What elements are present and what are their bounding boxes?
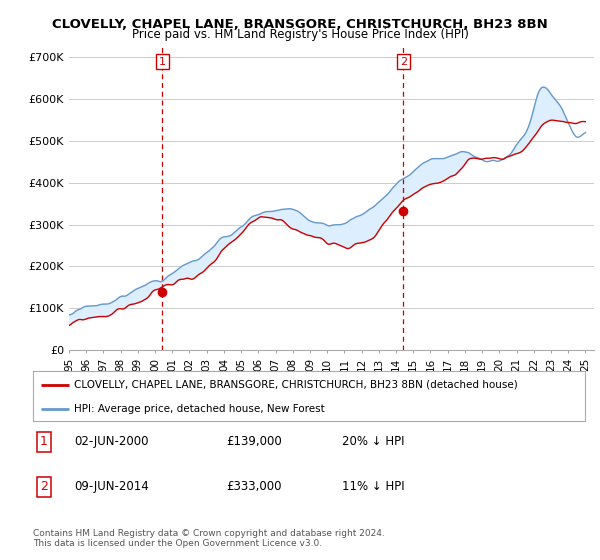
Text: 1: 1 bbox=[40, 435, 48, 449]
Text: 02-JUN-2000: 02-JUN-2000 bbox=[74, 435, 149, 449]
Text: £139,000: £139,000 bbox=[226, 435, 282, 449]
Text: Price paid vs. HM Land Registry's House Price Index (HPI): Price paid vs. HM Land Registry's House … bbox=[131, 28, 469, 41]
Text: This data is licensed under the Open Government Licence v3.0.: This data is licensed under the Open Gov… bbox=[33, 539, 322, 548]
Text: 2: 2 bbox=[40, 480, 48, 493]
Text: 20% ↓ HPI: 20% ↓ HPI bbox=[342, 435, 404, 449]
Text: CLOVELLY, CHAPEL LANE, BRANSGORE, CHRISTCHURCH, BH23 8BN: CLOVELLY, CHAPEL LANE, BRANSGORE, CHRIST… bbox=[52, 18, 548, 31]
Text: £333,000: £333,000 bbox=[226, 480, 282, 493]
Text: HPI: Average price, detached house, New Forest: HPI: Average price, detached house, New … bbox=[74, 404, 325, 413]
Text: 11% ↓ HPI: 11% ↓ HPI bbox=[342, 480, 405, 493]
Text: Contains HM Land Registry data © Crown copyright and database right 2024.: Contains HM Land Registry data © Crown c… bbox=[33, 529, 385, 538]
Text: 2: 2 bbox=[400, 57, 407, 67]
Text: 09-JUN-2014: 09-JUN-2014 bbox=[74, 480, 149, 493]
Text: CLOVELLY, CHAPEL LANE, BRANSGORE, CHRISTCHURCH, BH23 8BN (detached house): CLOVELLY, CHAPEL LANE, BRANSGORE, CHRIST… bbox=[74, 380, 518, 390]
Text: 1: 1 bbox=[159, 57, 166, 67]
